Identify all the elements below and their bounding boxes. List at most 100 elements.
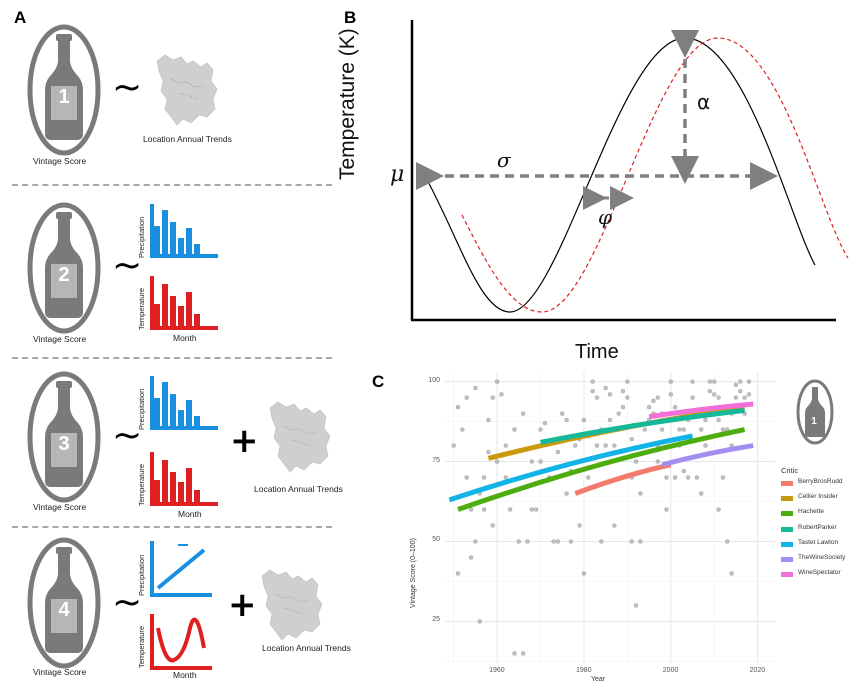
data-point bbox=[464, 475, 469, 480]
data-point bbox=[690, 379, 695, 384]
data-point bbox=[668, 392, 673, 397]
data-point bbox=[659, 427, 665, 432]
data-point bbox=[516, 539, 522, 544]
data-point bbox=[594, 395, 600, 400]
data-point bbox=[672, 475, 678, 480]
data-point bbox=[494, 459, 500, 464]
data-point bbox=[646, 404, 652, 410]
row-divider bbox=[12, 184, 332, 186]
data-point bbox=[703, 443, 708, 448]
data-point bbox=[577, 523, 582, 528]
data-point bbox=[625, 379, 630, 384]
precipitation-trend-icon bbox=[150, 541, 212, 597]
vintage-score-label: Vintage Score bbox=[33, 667, 87, 677]
data-point bbox=[720, 475, 726, 480]
data-point bbox=[685, 475, 691, 480]
data-point bbox=[725, 539, 730, 544]
data-point bbox=[707, 379, 713, 384]
month-axis-label: Month bbox=[178, 509, 202, 519]
data-point bbox=[455, 404, 461, 410]
legend-swatch bbox=[781, 496, 793, 502]
data-point bbox=[603, 443, 608, 448]
data-point bbox=[581, 417, 587, 423]
vintage-score-label: Vintage Score bbox=[33, 334, 87, 344]
data-point bbox=[586, 475, 591, 480]
y-tick-label: 25 bbox=[432, 616, 440, 624]
data-point bbox=[590, 379, 595, 384]
y-tick-label: 100 bbox=[428, 376, 440, 384]
row-divider bbox=[12, 526, 332, 528]
data-point bbox=[629, 539, 634, 544]
panel-a-letter: A bbox=[14, 8, 27, 27]
data-point bbox=[712, 379, 717, 384]
data-point bbox=[703, 417, 708, 423]
legend-swatch bbox=[781, 481, 793, 486]
alpha-symbol: α bbox=[697, 90, 711, 114]
data-point bbox=[599, 539, 604, 544]
data-point bbox=[560, 411, 565, 416]
bottle-number: 1 bbox=[811, 416, 817, 427]
data-point bbox=[664, 475, 669, 480]
data-point bbox=[555, 539, 561, 544]
data-point bbox=[690, 395, 695, 400]
data-point bbox=[512, 651, 517, 656]
legend-title: Critic bbox=[781, 466, 799, 475]
data-point bbox=[503, 475, 508, 480]
data-point bbox=[746, 379, 752, 384]
bottle-number: 4 bbox=[58, 599, 70, 621]
legend-swatch bbox=[781, 541, 793, 547]
data-point bbox=[503, 443, 508, 448]
data-point bbox=[620, 388, 626, 394]
data-point bbox=[633, 459, 639, 464]
data-point bbox=[655, 395, 660, 400]
data-point bbox=[738, 379, 743, 384]
legend-label: TheWineSociety bbox=[798, 554, 846, 561]
data-point bbox=[542, 420, 548, 426]
data-point bbox=[681, 427, 687, 432]
panel-b-letter: B bbox=[344, 8, 357, 27]
data-point bbox=[464, 395, 469, 400]
data-point bbox=[638, 491, 643, 496]
data-point bbox=[742, 395, 747, 400]
data-point bbox=[507, 507, 513, 512]
data-point bbox=[607, 417, 613, 423]
vintage-score-label: Vintage Score bbox=[33, 502, 87, 512]
data-point bbox=[460, 427, 465, 432]
data-point bbox=[638, 539, 643, 544]
data-point bbox=[581, 571, 587, 576]
trend-line-berrybrosrudd bbox=[574, 462, 672, 496]
y-tick-label: 50 bbox=[432, 536, 440, 544]
trend-line-hachette bbox=[457, 427, 746, 512]
legend-label: Hachette bbox=[798, 508, 825, 516]
map-label: Location Annual Trends bbox=[262, 643, 351, 653]
data-point bbox=[486, 417, 491, 423]
data-point bbox=[551, 539, 556, 544]
data-point bbox=[607, 392, 613, 397]
bottle-number: 2 bbox=[58, 264, 70, 286]
data-point bbox=[612, 523, 617, 528]
legend-swatch bbox=[781, 572, 793, 578]
trend-line-thewinesociety bbox=[661, 443, 754, 468]
data-point bbox=[594, 443, 600, 448]
vintage-bottle-icon bbox=[796, 379, 834, 445]
trend-line-robertparker bbox=[540, 407, 745, 445]
y-tick-label: 75 bbox=[432, 456, 440, 464]
data-point bbox=[681, 468, 687, 474]
data-point bbox=[533, 507, 539, 512]
tilde-symbol: ~ bbox=[112, 245, 143, 286]
data-point bbox=[612, 443, 617, 448]
data-point bbox=[616, 411, 621, 416]
data-point bbox=[520, 651, 526, 656]
trend-line-tastet-lawton bbox=[448, 433, 693, 503]
x-tick-label: 1960 bbox=[489, 667, 505, 674]
x-tick-label: 2020 bbox=[749, 667, 766, 674]
data-point bbox=[720, 427, 726, 432]
data-point bbox=[490, 395, 495, 400]
legend-label: Cellier Insider bbox=[798, 493, 838, 501]
data-point bbox=[538, 427, 543, 432]
data-point bbox=[499, 392, 504, 397]
data-point bbox=[603, 385, 608, 391]
tilde-symbol: ~ bbox=[112, 415, 143, 456]
legend-swatch bbox=[781, 557, 793, 562]
data-point bbox=[733, 382, 739, 387]
